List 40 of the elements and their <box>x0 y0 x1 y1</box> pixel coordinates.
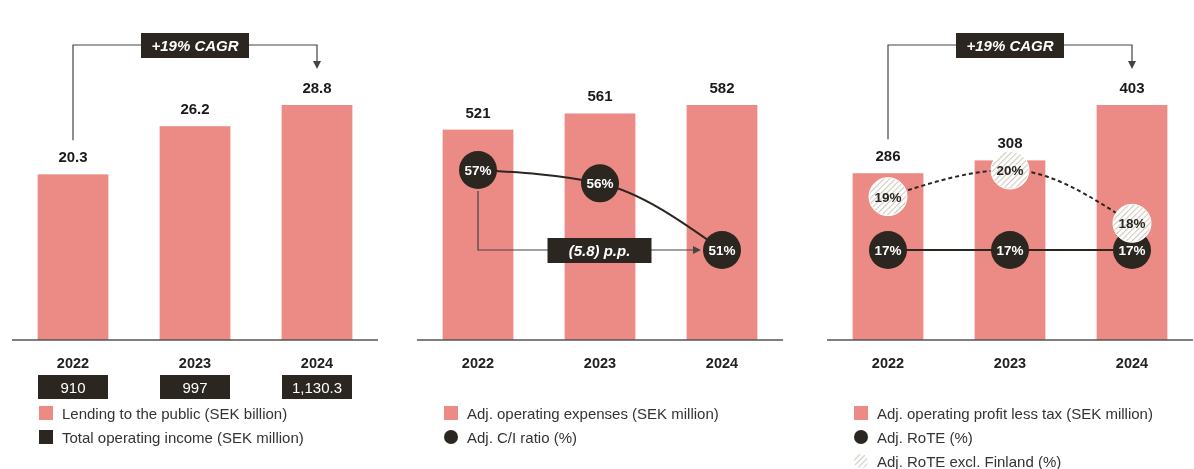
x-tick-label: 2022 <box>871 355 905 371</box>
data-label: 521 <box>465 103 491 121</box>
data-label: 561 <box>587 87 613 105</box>
text: +19% CAGR <box>966 37 1054 54</box>
annotation: (5.8) p.p. <box>568 242 631 259</box>
data-label: 20.3 <box>58 148 88 166</box>
data-label: 17% <box>996 243 1024 258</box>
data-label: 286 <box>875 147 901 165</box>
x-tick-label: 2023 <box>178 355 212 371</box>
text: 1,130.3 <box>291 379 343 396</box>
data-label: 56% <box>586 176 614 192</box>
data-label: 403 <box>1119 79 1145 96</box>
data-label: 308 <box>997 134 1023 152</box>
legend-label: Lending to the public (SEK billion) <box>62 404 288 422</box>
data-label: 26.2 <box>180 100 210 118</box>
legend-label: Adj. C/I ratio (%) <box>467 428 578 446</box>
text: 997 <box>182 379 208 396</box>
data-label: 582 <box>709 79 735 96</box>
text: +19% CAGR <box>151 37 239 54</box>
x-tick-label: 2024 <box>705 355 739 371</box>
data-label: 19% <box>874 189 902 205</box>
legend-label: Adj. operating profit less tax (SEK million) <box>877 404 1153 422</box>
x-tick-label: 2023 <box>583 355 617 371</box>
x-tick-label: 2023 <box>993 355 1027 371</box>
text: Total operating income (SEK million) <box>62 428 304 446</box>
data-label: 28.8 <box>302 79 332 96</box>
legend-label: Adj. RoTE (%) <box>877 428 973 446</box>
legend-label: Adj. RoTE excl. Finland (%) <box>877 452 1062 469</box>
data-label: 20% <box>996 163 1024 178</box>
data-label: 18% <box>1118 216 1146 232</box>
text: 910 <box>60 379 86 396</box>
x-tick-label: 2022 <box>56 355 90 371</box>
data-label: 57% <box>464 163 492 178</box>
x-tick-label: 2022 <box>461 355 495 371</box>
x-tick-label: 2024 <box>300 355 334 371</box>
legend-label: Adj. operating expenses (SEK million) <box>467 404 719 422</box>
x-tick-label: 2024 <box>1115 355 1149 371</box>
data-label: 17% <box>874 243 902 258</box>
data-label: 51% <box>708 243 736 258</box>
data-label: 17% <box>1118 243 1146 258</box>
